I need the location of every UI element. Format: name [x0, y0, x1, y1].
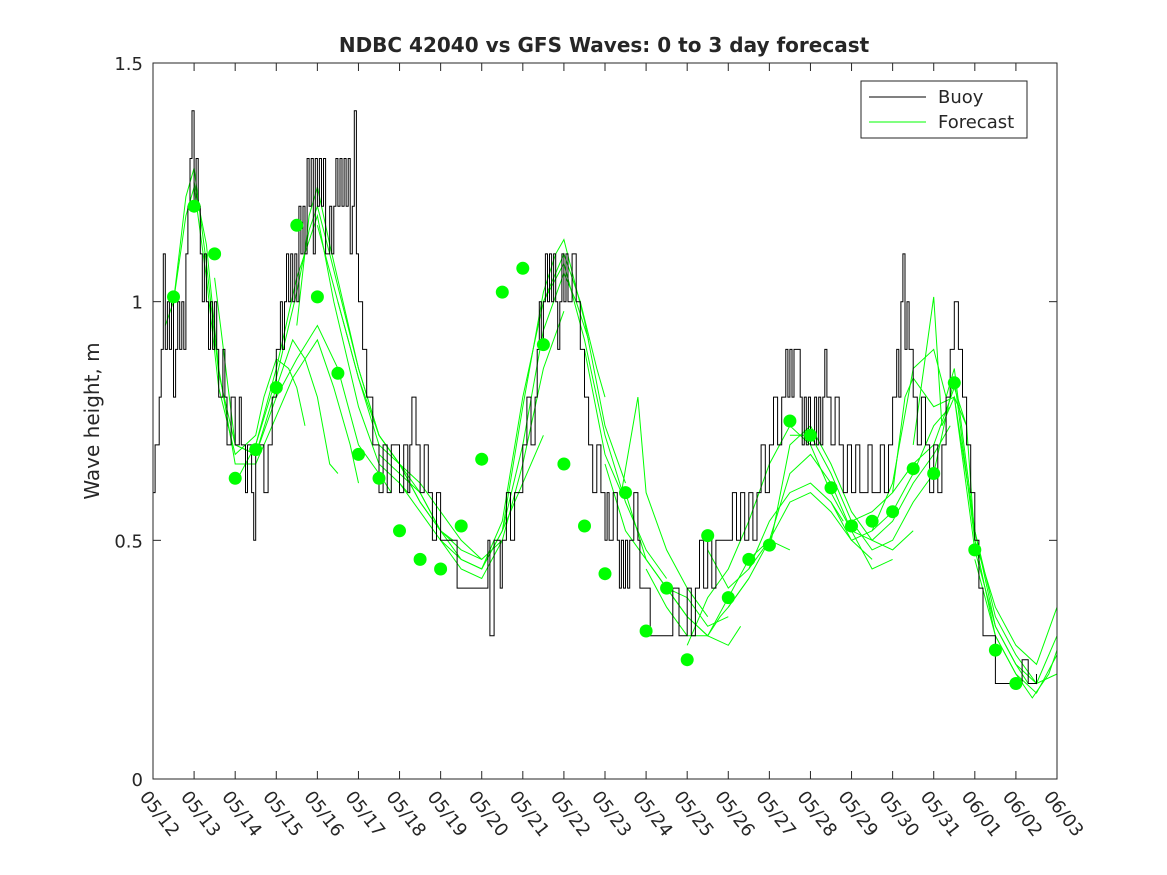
forecast-marker-11	[393, 524, 406, 538]
forecast-marker-39	[968, 543, 982, 557]
forecast-marker-9	[352, 447, 365, 461]
y-tick-label-2: 1	[132, 293, 143, 314]
forecast-marker-38	[947, 376, 961, 390]
forecast-marker-37	[927, 467, 941, 480]
forecast-line-4	[234, 213, 409, 493]
forecast-marker-18	[536, 338, 550, 352]
forecast-marker-17	[516, 261, 530, 275]
forecast-line-13	[501, 238, 626, 531]
legend-box	[860, 80, 1028, 139]
forecast-marker-36	[906, 462, 920, 476]
forecast-marker-24	[660, 581, 674, 595]
forecast-marker-26	[701, 529, 715, 543]
forecast-marker-4	[249, 443, 263, 457]
forecast-marker-27	[721, 591, 735, 605]
forecast-marker-15	[475, 452, 489, 466]
forecast-marker-20	[578, 519, 591, 533]
y-tick-label-0: 0	[132, 770, 143, 791]
forecast-marker-29	[762, 538, 776, 552]
y-axis-label: Wave height, m	[80, 342, 104, 499]
forecast-marker-0	[167, 290, 180, 304]
forecast-marker-14	[454, 519, 468, 533]
forecast-marker-3	[228, 471, 242, 485]
chart-title: NDBC 42040 vs GFS Waves: 0 to 3 day fore…	[339, 33, 870, 57]
forecast-marker-21	[598, 567, 612, 581]
forecast-marker-12	[413, 552, 427, 566]
forecast-marker-1	[187, 199, 201, 213]
plot-area	[153, 110, 1058, 699]
forecast-line-15	[584, 349, 709, 617]
y-tick-label-1: 0.5	[114, 531, 143, 552]
forecast-line-8	[337, 301, 503, 560]
forecast-line-24	[768, 424, 914, 551]
forecast-marker-2	[208, 247, 222, 261]
forecast-marker-28	[742, 552, 756, 566]
forecast-marker-16	[495, 285, 509, 299]
forecast-marker-6	[290, 218, 304, 232]
forecast-marker-5	[269, 381, 283, 395]
forecast-marker-30	[783, 414, 797, 428]
forecast-marker-19	[557, 457, 571, 471]
forecast-marker-13	[434, 562, 448, 576]
forecast-marker-34	[865, 514, 879, 528]
forecast-marker-10	[372, 471, 386, 485]
forecast-line-0	[164, 186, 306, 456]
forecast-line-22	[727, 492, 873, 608]
forecast-marker-35	[886, 505, 900, 519]
legend-label-forecast: Forecast	[938, 112, 1014, 133]
forecast-marker-40	[988, 643, 1002, 657]
forecast-marker-8	[331, 366, 345, 380]
forecast-line-34	[974, 559, 1058, 699]
forecast-marker-33	[845, 519, 858, 533]
forecast-marker-7	[310, 290, 324, 304]
forecast-marker-23	[639, 624, 653, 638]
forecast-line-10	[399, 311, 565, 580]
legend-label-buoy: Buoy	[938, 87, 984, 108]
y-tick-label-3: 1.5	[114, 54, 143, 75]
forecast-marker-22	[619, 486, 632, 500]
forecast-marker-25	[680, 653, 694, 667]
forecast-marker-41	[1009, 677, 1023, 690]
forecast-line-33	[953, 397, 1058, 685]
legend: Buoy Forecast	[860, 80, 1028, 139]
forecast-marker-31	[804, 428, 817, 442]
forecast-marker-32	[824, 481, 838, 495]
forecast-line-26	[810, 425, 951, 541]
forecast-line-28	[851, 376, 968, 522]
